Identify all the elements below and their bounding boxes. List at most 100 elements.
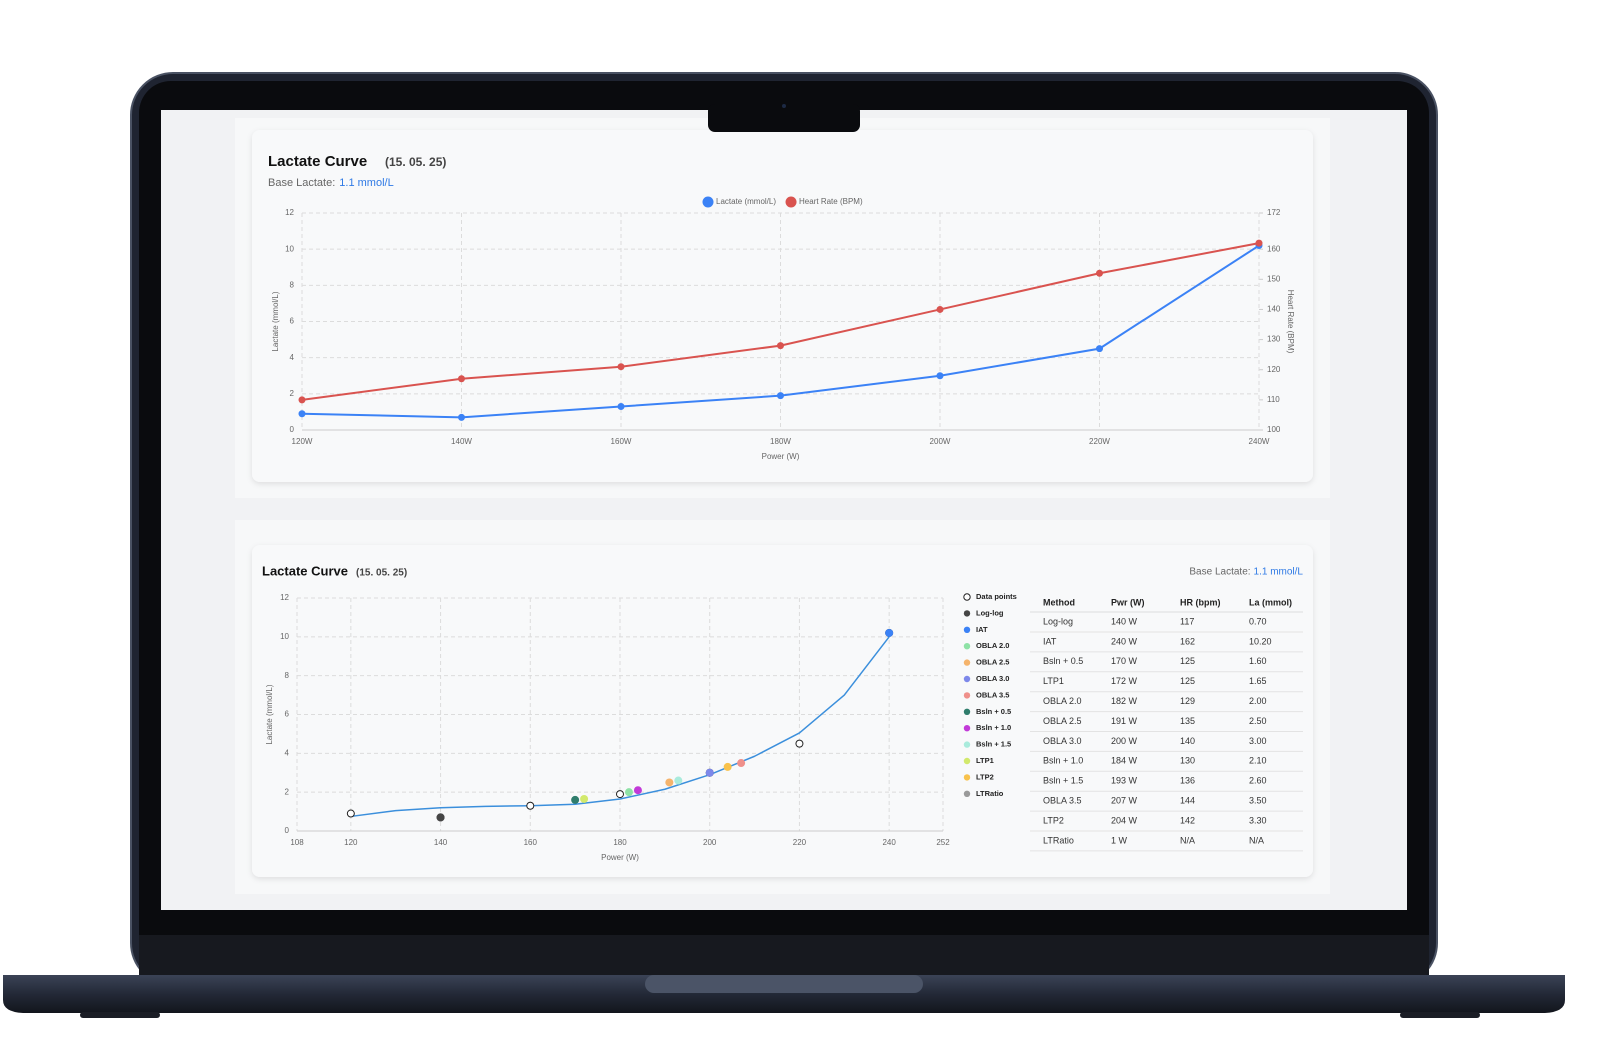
data-point <box>458 413 465 421</box>
data-point <box>617 363 625 371</box>
chin <box>139 935 1429 975</box>
legend-label: Data points <box>976 592 1017 601</box>
data-point <box>616 790 624 799</box>
table-cell: 125 <box>1180 656 1195 666</box>
data-point <box>795 739 804 748</box>
x-tick-label: 140W <box>451 437 472 446</box>
y-tick-label: 6 <box>290 317 295 326</box>
data-point <box>346 809 355 818</box>
y-tick-label: 4 <box>285 748 290 757</box>
table-cell: Bsln + 1.0 <box>1043 756 1083 766</box>
table-cell: 130 <box>1180 756 1195 766</box>
data-point <box>1096 345 1103 353</box>
legend-swatch <box>963 790 971 797</box>
table-cell: LTP2 <box>1043 815 1064 825</box>
table-cell: 204 W <box>1111 815 1138 825</box>
table-cell: 2.00 <box>1249 696 1267 706</box>
x-tick-label: 252 <box>936 838 950 847</box>
data-point <box>436 813 445 822</box>
table-cell: LTP1 <box>1043 676 1064 686</box>
camera-notch <box>708 104 860 132</box>
x-tick-label: 108 <box>290 838 304 847</box>
table-cell: 182 W <box>1111 696 1138 706</box>
table-header: La (mmol) <box>1249 597 1292 607</box>
y-tick-label: 2 <box>285 787 290 796</box>
data-point <box>1096 269 1103 277</box>
data-point <box>526 801 535 810</box>
table-cell: Log-log <box>1043 616 1073 626</box>
table-header: Method <box>1043 597 1075 607</box>
y2-tick-label: 130 <box>1267 335 1281 344</box>
table-cell: 172 W <box>1111 676 1138 686</box>
y-tick-label: 10 <box>285 244 294 253</box>
table-cell: IAT <box>1043 636 1057 646</box>
table-cell: 125 <box>1180 676 1195 686</box>
base-lactate-label: Base Lactate: <box>268 177 335 189</box>
table-cell: 207 W <box>1111 795 1138 805</box>
table-cell: 3.30 <box>1249 815 1267 825</box>
x-axis-title: Power (W) <box>762 452 800 461</box>
x-tick-label: 240W <box>1249 437 1270 446</box>
legend-swatch <box>963 675 971 683</box>
data-point <box>624 788 633 797</box>
y-tick-label: 4 <box>290 353 295 362</box>
x-tick-label: 200 <box>703 838 717 847</box>
x-tick-label: 220 <box>793 838 807 847</box>
x-tick-label: 180 <box>613 838 627 847</box>
data-point <box>1255 239 1263 247</box>
data-point <box>458 375 465 383</box>
table-cell: 135 <box>1180 716 1195 726</box>
date: (15. 05. 25) <box>385 155 446 169</box>
y2-axis-title: Heart Rate (BPM) <box>1286 290 1295 354</box>
legend-label: OBLA 3.5 <box>976 690 1009 699</box>
table-header: Pwr (W) <box>1111 597 1145 607</box>
legend-swatch <box>963 643 971 650</box>
data-point <box>298 396 306 404</box>
data-point <box>777 392 784 400</box>
table-cell: 184 W <box>1111 756 1138 766</box>
data-point <box>885 628 894 637</box>
table-cell: LTRatio <box>1043 835 1074 845</box>
legend-label: Bsln + 0.5 <box>976 707 1011 716</box>
legend-swatch <box>963 708 971 715</box>
card <box>252 130 1313 482</box>
y-axis-title: Lactate (mmol/L) <box>265 684 274 744</box>
base-lactate-value: 1.1 mmol/L <box>1254 567 1304 578</box>
table-header: HR (bpm) <box>1180 597 1221 607</box>
base-lactate-value: 1.1 mmol/L <box>339 177 393 189</box>
card <box>252 545 1313 877</box>
laptop-base <box>3 975 1565 1013</box>
table-cell: 193 W <box>1111 776 1138 786</box>
data-point <box>665 778 674 787</box>
legend-label: Bsln + 1.5 <box>976 740 1011 749</box>
table-cell: 140 W <box>1111 616 1138 626</box>
base-lactate-label: Base Lactate: <box>1189 567 1250 578</box>
x-axis-title: Power (W) <box>601 853 639 862</box>
y2-tick-label: 160 <box>1267 244 1281 253</box>
table-cell: 140 <box>1180 736 1195 746</box>
card-title: Lactate Curve <box>262 563 348 578</box>
y-tick-label: 0 <box>285 826 290 835</box>
table-cell: 142 <box>1180 815 1195 825</box>
table-cell: 129 <box>1180 696 1195 706</box>
x-tick-label: 200W <box>930 437 951 446</box>
x-tick-label: 220W <box>1089 437 1110 446</box>
card-title: Lactate Curve <box>268 153 367 170</box>
table-cell: 162 <box>1180 636 1195 646</box>
table-cell: 0.70 <box>1249 616 1267 626</box>
y-tick-label: 10 <box>280 632 289 641</box>
legend-swatch <box>963 741 971 748</box>
y2-tick-label: 150 <box>1267 274 1281 283</box>
data-point <box>705 768 714 777</box>
fit-curve <box>350 636 890 818</box>
y2-tick-label: 140 <box>1267 305 1281 314</box>
y2-tick-label: 172 <box>1267 208 1281 217</box>
x-tick-label: 240 <box>882 838 896 847</box>
table-cell: 10.20 <box>1249 636 1272 646</box>
data-point <box>617 402 625 410</box>
foot <box>80 1012 160 1018</box>
camera <box>782 104 786 108</box>
data-point <box>777 342 784 350</box>
